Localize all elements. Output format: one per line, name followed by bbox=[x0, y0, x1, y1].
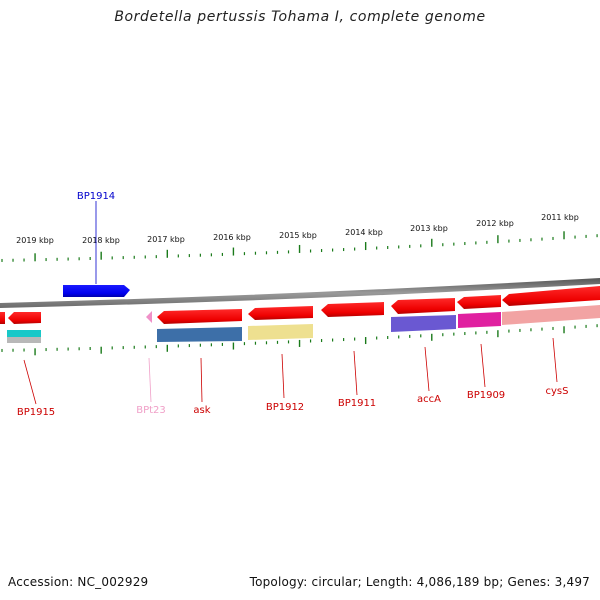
feature-block-grey bbox=[7, 337, 41, 343]
map-title: Bordetella pertussis Tohama I, complete … bbox=[114, 9, 486, 25]
callout-line bbox=[23, 359, 37, 405]
callout-line bbox=[552, 337, 558, 383]
callout-line bbox=[424, 346, 430, 392]
kbp-label: 2019 kbp bbox=[16, 236, 54, 245]
callout-line bbox=[480, 343, 486, 388]
topology-text: Topology: circular; Length: 4,086,189 bp… bbox=[249, 575, 590, 589]
gene-BP1912-arrow[interactable] bbox=[248, 306, 313, 320]
gene-label-BP1909[interactable]: BP1909 bbox=[467, 390, 505, 401]
feature-track bbox=[7, 305, 600, 343]
gene-BP1911-arrow[interactable] bbox=[321, 302, 384, 317]
callout-line bbox=[353, 350, 358, 396]
kbp-label: 2016 kbp bbox=[213, 233, 251, 242]
gene-label-ask[interactable]: ask bbox=[193, 405, 210, 416]
gene-label-BPt23[interactable]: BPt23 bbox=[136, 405, 166, 416]
kbp-label: 2018 kbp bbox=[82, 236, 120, 245]
gene-labels: BP1914 BP1915 BPt23 ask BP1912 BP1911 ac… bbox=[17, 191, 569, 418]
feature-block-teal[interactable] bbox=[7, 330, 41, 337]
genome-backbone bbox=[0, 278, 600, 308]
gene-label-BP1914[interactable]: BP1914 bbox=[77, 191, 115, 202]
kbp-scale-labels: 2011 kbp 2012 kbp 2013 kbp 2014 kbp 2015… bbox=[16, 213, 579, 245]
feature-block-ask[interactable] bbox=[157, 327, 242, 342]
gene-left-edge-arrow[interactable] bbox=[0, 312, 5, 324]
gene-cysS-arrow[interactable] bbox=[502, 286, 600, 306]
gene-label-BP1911[interactable]: BP1911 bbox=[338, 398, 376, 409]
gene-label-accA[interactable]: accA bbox=[417, 394, 441, 405]
callout-line bbox=[148, 357, 152, 403]
gene-BP1915-arrow[interactable] bbox=[8, 312, 41, 324]
gene-accA-arrow[interactable] bbox=[391, 298, 455, 314]
feature-block-BP1912[interactable] bbox=[248, 324, 313, 340]
kbp-label: 2014 kbp bbox=[345, 228, 383, 237]
kbp-label: 2013 kbp bbox=[410, 224, 448, 233]
gene-label-BP1915[interactable]: BP1915 bbox=[17, 407, 55, 418]
kbp-label: 2017 kbp bbox=[147, 235, 185, 244]
kbp-label: 2011 kbp bbox=[541, 213, 579, 222]
gene-BP1909-arrow[interactable] bbox=[457, 295, 501, 309]
accession-text: Accession: NC_002929 bbox=[8, 575, 149, 589]
feature-block-cysS[interactable] bbox=[502, 305, 600, 325]
inner-tick-track bbox=[1, 324, 598, 356]
kbp-label: 2012 kbp bbox=[476, 219, 514, 228]
callout-line bbox=[200, 357, 203, 403]
feature-block-BP1909[interactable] bbox=[458, 312, 501, 328]
callout-line bbox=[281, 353, 285, 399]
kbp-label: 2015 kbp bbox=[279, 231, 317, 240]
gene-label-cysS[interactable]: cysS bbox=[546, 386, 569, 397]
feature-block-accA[interactable] bbox=[391, 315, 456, 332]
gene-BPt23-arrow[interactable] bbox=[146, 311, 152, 323]
gene-BP1914-arrow[interactable] bbox=[63, 285, 130, 297]
gene-ask-arrow[interactable] bbox=[157, 309, 242, 324]
outer-tick-track bbox=[1, 231, 598, 262]
gene-label-BP1912[interactable]: BP1912 bbox=[266, 402, 304, 413]
reverse-gene-track bbox=[0, 286, 600, 324]
